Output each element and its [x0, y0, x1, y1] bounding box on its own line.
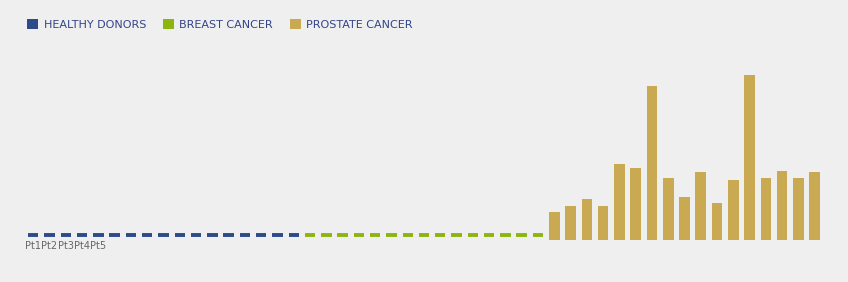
Bar — [549, 212, 560, 240]
Bar — [582, 199, 592, 240]
Bar — [761, 178, 771, 240]
Bar — [793, 178, 804, 240]
Bar — [711, 203, 722, 240]
Bar — [566, 206, 576, 240]
Bar — [745, 75, 755, 240]
Bar — [630, 168, 641, 240]
Bar — [647, 86, 657, 240]
Bar — [679, 197, 689, 240]
Bar — [695, 172, 706, 240]
Bar — [728, 180, 739, 240]
Bar — [777, 171, 788, 240]
Bar — [663, 178, 673, 240]
Bar — [614, 164, 625, 240]
Legend: HEALTHY DONORS, BREAST CANCER, PROSTATE CANCER: HEALTHY DONORS, BREAST CANCER, PROSTATE … — [23, 15, 417, 34]
Bar — [598, 206, 608, 240]
Bar — [810, 172, 820, 240]
